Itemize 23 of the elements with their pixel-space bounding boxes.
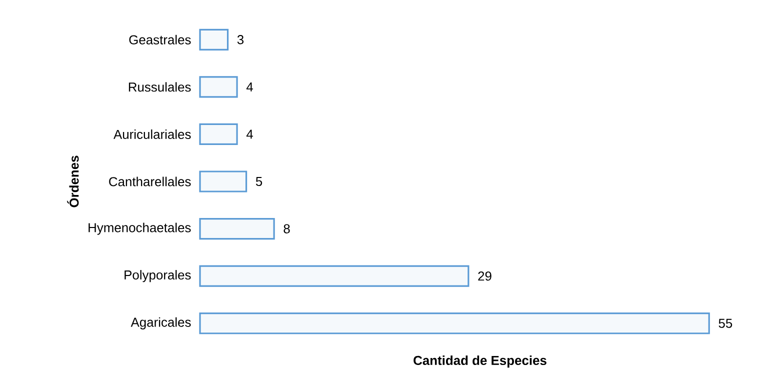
y-tick-label: Cantharellales (109, 176, 191, 186)
bar (199, 312, 710, 334)
bar (199, 265, 470, 287)
data-label: 4 (246, 130, 253, 139)
x-axis-title: Cantidad de Especies (414, 356, 546, 368)
bar (199, 218, 275, 240)
y-axis-title: Órdenes (67, 156, 79, 208)
data-label: 5 (256, 176, 262, 186)
bar (199, 170, 248, 192)
data-label: 29 (478, 271, 492, 281)
y-tick-label: Auriculariales (114, 129, 191, 139)
data-label: 3 (237, 35, 244, 44)
y-tick-label: Russulales (128, 82, 191, 92)
y-tick-label: Agaricales (130, 317, 191, 330)
data-label: 4 (246, 82, 253, 92)
y-tick-label: Polyporales (124, 270, 191, 282)
bar (199, 123, 238, 146)
data-label: 8 (284, 224, 290, 234)
bar (199, 76, 238, 98)
bar (199, 28, 229, 50)
y-tick-label: Geastrales (129, 34, 191, 44)
data-label: 55 (718, 318, 732, 328)
y-tick-label: Hymenochaetales (88, 222, 191, 235)
